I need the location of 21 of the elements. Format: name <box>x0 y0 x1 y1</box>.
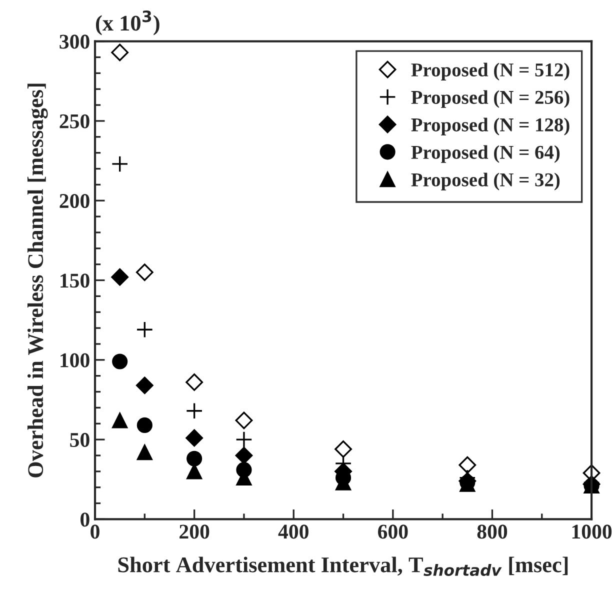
y-tick-label: 50 <box>70 432 90 447</box>
text: (x 10$^{3}$) <box>96 10 160 36</box>
legend-label: Proposed (N = 64) <box>411 145 560 163</box>
x-tick-label: 800 <box>477 524 508 539</box>
y-axis-title: Overhead in Wireless Channel [messages] <box>27 84 48 478</box>
x-tick-label: 1000 <box>572 524 612 539</box>
y-tick-label: 100 <box>60 353 90 368</box>
y-tick-label: 150 <box>60 274 90 288</box>
x-axis-title: Short Advertisement Interval, T$_{shortadv}$ [msec] <box>118 556 568 576</box>
y-tick-label: 300 <box>60 34 90 49</box>
x-tick-label: 0 <box>90 524 100 539</box>
y-tick-label: 0 <box>80 512 90 527</box>
x-tick-label: 600 <box>378 524 408 539</box>
legend-label: Proposed (N = 512) <box>411 62 570 80</box>
legend-label: Proposed (N = 32) <box>411 172 560 190</box>
legend-label: Proposed (N = 256) <box>411 90 570 108</box>
y-tick-label: 200 <box>60 194 90 208</box>
x-tick-label: 400 <box>278 524 308 539</box>
x-tick-label: 200 <box>180 524 210 539</box>
y-tick-label: 250 <box>60 114 90 128</box>
legend-label: Proposed (N = 128) <box>411 118 570 136</box>
